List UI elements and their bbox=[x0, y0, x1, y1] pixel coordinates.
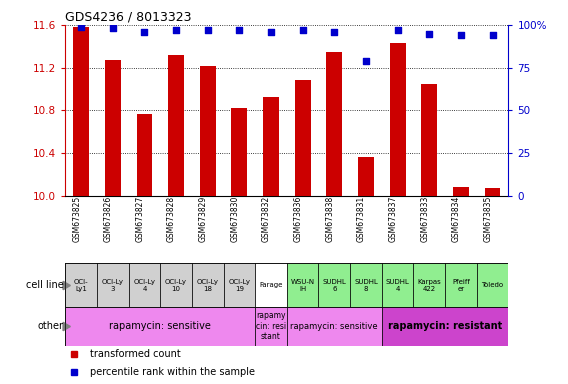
Text: SUDHL
8: SUDHL 8 bbox=[354, 279, 378, 291]
Text: Farage: Farage bbox=[260, 282, 283, 288]
Text: GSM673830: GSM673830 bbox=[231, 196, 239, 242]
Text: other: other bbox=[37, 321, 64, 331]
Text: SUDHL
6: SUDHL 6 bbox=[323, 279, 346, 291]
Text: GSM673837: GSM673837 bbox=[389, 196, 398, 242]
Bar bbox=[97, 263, 128, 307]
Text: percentile rank within the sample: percentile rank within the sample bbox=[90, 366, 254, 377]
Bar bbox=[453, 187, 469, 196]
Point bbox=[172, 27, 181, 33]
Bar bbox=[128, 263, 160, 307]
Text: GSM673835: GSM673835 bbox=[483, 196, 492, 242]
Text: GSM673831: GSM673831 bbox=[357, 196, 366, 242]
Text: rapamy
cin: resi
stant: rapamy cin: resi stant bbox=[256, 311, 286, 341]
Bar bbox=[382, 263, 414, 307]
Text: OCI-
Ly1: OCI- Ly1 bbox=[74, 279, 89, 291]
Bar bbox=[414, 263, 445, 307]
Text: rapamycin: sensitive: rapamycin: sensitive bbox=[109, 321, 211, 331]
Bar bbox=[224, 263, 255, 307]
Bar bbox=[192, 263, 224, 307]
Point bbox=[488, 32, 497, 38]
Point bbox=[425, 30, 434, 36]
Point bbox=[361, 58, 370, 64]
Text: rapamycin: sensitive: rapamycin: sensitive bbox=[290, 322, 378, 331]
Bar bbox=[445, 263, 477, 307]
Text: OCI-Ly
18: OCI-Ly 18 bbox=[197, 279, 219, 291]
Bar bbox=[160, 263, 192, 307]
Bar bbox=[105, 60, 121, 196]
Bar bbox=[255, 263, 287, 307]
Text: cell line: cell line bbox=[26, 280, 64, 290]
Point bbox=[140, 29, 149, 35]
Bar bbox=[477, 263, 508, 307]
Bar bbox=[200, 66, 216, 196]
Text: WSU-N
IH: WSU-N IH bbox=[291, 279, 315, 291]
Text: rapamycin: resistant: rapamycin: resistant bbox=[388, 321, 502, 331]
Bar bbox=[390, 43, 406, 196]
Point bbox=[77, 23, 86, 30]
Text: GSM673836: GSM673836 bbox=[294, 196, 303, 242]
Bar bbox=[319, 263, 350, 307]
Bar bbox=[287, 263, 319, 307]
Text: GSM673834: GSM673834 bbox=[452, 196, 461, 242]
Text: OCI-Ly
3: OCI-Ly 3 bbox=[102, 279, 124, 291]
Text: GSM673827: GSM673827 bbox=[135, 196, 144, 242]
Bar bbox=[168, 55, 184, 196]
Bar bbox=[263, 96, 279, 196]
Text: GSM673828: GSM673828 bbox=[167, 196, 176, 242]
Text: Pfeiff
er: Pfeiff er bbox=[452, 279, 470, 291]
Text: SUDHL
4: SUDHL 4 bbox=[386, 279, 410, 291]
Text: GSM673833: GSM673833 bbox=[420, 196, 429, 242]
Point bbox=[456, 32, 465, 38]
Bar bbox=[358, 157, 374, 196]
Text: transformed count: transformed count bbox=[90, 349, 181, 359]
Bar bbox=[65, 263, 97, 307]
Point bbox=[266, 29, 275, 35]
Bar bbox=[295, 81, 311, 196]
Point bbox=[108, 25, 118, 31]
Text: GDS4236 / 8013323: GDS4236 / 8013323 bbox=[65, 11, 192, 24]
Point bbox=[393, 27, 402, 33]
Bar bbox=[485, 189, 500, 196]
Bar bbox=[65, 307, 255, 346]
Text: OCI-Ly
10: OCI-Ly 10 bbox=[165, 279, 187, 291]
Point bbox=[330, 29, 339, 35]
Text: Karpas
422: Karpas 422 bbox=[417, 279, 441, 291]
Text: GSM673829: GSM673829 bbox=[199, 196, 208, 242]
Bar bbox=[382, 307, 508, 346]
Text: OCI-Ly
19: OCI-Ly 19 bbox=[228, 279, 250, 291]
Bar bbox=[136, 114, 152, 196]
Bar bbox=[73, 27, 89, 196]
Bar bbox=[327, 52, 342, 196]
Bar bbox=[421, 84, 437, 196]
Text: GSM673825: GSM673825 bbox=[72, 196, 81, 242]
Text: Toledo: Toledo bbox=[482, 282, 504, 288]
Bar bbox=[255, 307, 287, 346]
Text: GSM673826: GSM673826 bbox=[104, 196, 113, 242]
Point bbox=[298, 27, 307, 33]
Bar bbox=[287, 307, 382, 346]
Text: GSM673838: GSM673838 bbox=[325, 196, 335, 242]
Bar bbox=[232, 108, 247, 196]
Text: GSM673832: GSM673832 bbox=[262, 196, 271, 242]
Text: OCI-Ly
4: OCI-Ly 4 bbox=[133, 279, 156, 291]
Point bbox=[235, 27, 244, 33]
Bar bbox=[350, 263, 382, 307]
Point bbox=[203, 27, 212, 33]
